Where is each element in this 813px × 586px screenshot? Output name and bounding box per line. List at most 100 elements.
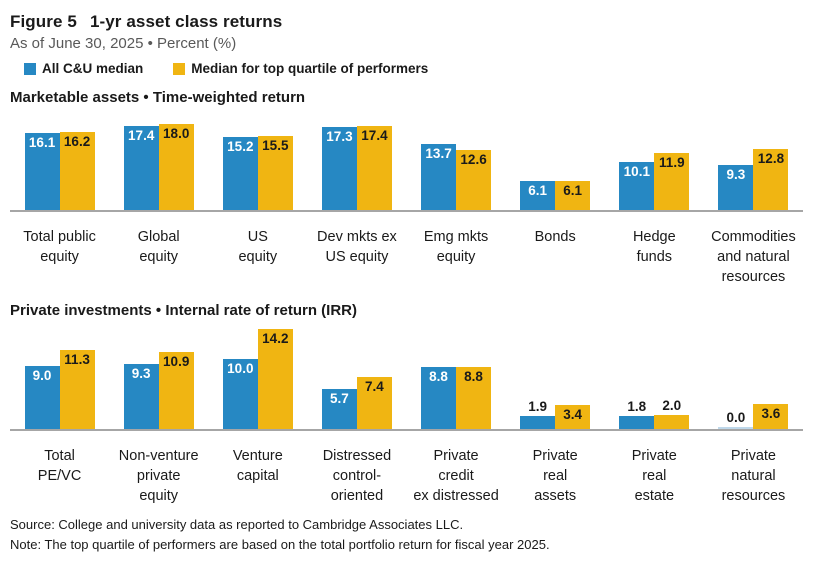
bar-group: 17.4 18.0	[109, 124, 208, 210]
bar-value-label: 6.1	[528, 183, 548, 198]
category-label: Private credit ex distressed	[413, 448, 499, 504]
section-title-private-investments: Private investments • Internal rate of r…	[10, 302, 357, 319]
barwrap: 13.7	[421, 144, 457, 210]
bar-top-quartile	[555, 181, 591, 210]
bar-value-label: 11.9	[659, 155, 685, 170]
barwrap: 8.8	[421, 367, 457, 429]
bar-group: 9.3 12.8	[704, 149, 803, 210]
footer-notes: Source: College and university data as r…	[10, 515, 803, 554]
category-axis-marketable-assets: Total public equity Global equity US equity De…	[10, 227, 803, 289]
barwrap: 3.4	[555, 405, 591, 429]
barwrap: 10.9	[158, 352, 194, 429]
source-note: Source: College and university data as r…	[10, 517, 464, 532]
bar-value-label: 5.7	[330, 391, 349, 406]
bar-value-label: 9.3	[726, 167, 746, 182]
bar-value-label: 17.4	[128, 128, 155, 143]
barwrap: 7.4	[356, 377, 392, 429]
barwrap: 6.1	[520, 181, 556, 210]
barwrap: 14.2	[257, 329, 293, 429]
bar-value-label: 10.0	[227, 361, 254, 376]
bar-value-label: 15.5	[262, 138, 289, 153]
barwrap: 16.2	[59, 132, 95, 210]
bar-group: 10.1 11.9	[605, 153, 704, 210]
bar-value-label: 7.4	[365, 379, 384, 394]
legend-label: All C&U median	[42, 61, 144, 76]
bar-value-label: 9.0	[32, 368, 52, 383]
barwrap: 17.4	[356, 126, 392, 210]
bar-top-quartile	[59, 350, 95, 429]
category-label: Total public equity	[23, 229, 96, 265]
bar-all-cu-median	[321, 127, 357, 210]
blue-square-swatch-icon	[24, 62, 36, 75]
bar-top-quartile	[753, 149, 789, 210]
bar-top-quartile	[158, 124, 194, 210]
bar-value-label: 6.1	[563, 183, 583, 198]
bar-group: 13.7 12.6	[407, 144, 506, 210]
bar-all-cu-median	[222, 137, 258, 210]
bar-value-label: 10.1	[623, 164, 650, 179]
bar-top-quartile	[456, 150, 492, 210]
bar-value-label: 2.0	[662, 398, 682, 413]
bar-group: 9.0 11.3	[10, 350, 109, 429]
barwrap: 3.6	[753, 404, 789, 429]
bar-all-cu-median	[718, 427, 754, 429]
section-title-marketable-assets: Marketable assets • Time-weighted return	[10, 89, 306, 106]
barwrap: 11.9	[654, 153, 690, 210]
barwrap: 18.0	[158, 124, 194, 210]
bar-top-quartile	[257, 136, 293, 210]
figure-title-text: 1-yr asset class returns	[89, 12, 283, 31]
category-label: Bonds	[534, 229, 576, 245]
bar-top-quartile	[753, 404, 789, 429]
bar-value-label: 18.0	[163, 126, 190, 141]
bar-value-label: 15.2	[227, 139, 254, 154]
bar-group: 17.3 17.4	[307, 126, 406, 210]
bar-value-label: 12.8	[757, 151, 785, 166]
barwrap: 6.1	[555, 181, 591, 210]
bar-group: 15.2 15.5	[208, 136, 307, 210]
methodology-note: Note: The top quartile of performers are…	[10, 536, 550, 552]
legend: All C&U median Median for top quartile o…	[10, 61, 803, 76]
bar-group: 8.8 8.8	[407, 367, 506, 429]
category-label: Total PE/VC	[37, 448, 82, 484]
category-label: Emg mkts equity	[423, 229, 489, 265]
barwrap: 9.0	[24, 366, 60, 429]
barwrap: 17.4	[123, 126, 159, 210]
bar-all-cu-median	[421, 144, 457, 210]
bar-group: 0.0 3.6	[704, 404, 803, 429]
subtitle: As of June 30, 2025 • Percent (%)	[10, 35, 237, 52]
barwrap: 12.8	[753, 149, 789, 210]
bar-all-cu-median	[123, 126, 159, 210]
bar-all-cu-median	[24, 366, 60, 429]
barwrap: 9.3	[718, 165, 754, 210]
bar-value-label: 16.1	[28, 135, 56, 150]
bar-group: 10.0 14.2	[208, 329, 307, 429]
bar-all-cu-median	[24, 133, 60, 210]
yellow-square-swatch-icon	[173, 62, 186, 75]
bar-value-label: 17.3	[326, 129, 353, 144]
bar-top-quartile	[654, 153, 690, 210]
bar-all-cu-median	[619, 162, 655, 210]
bar-top-quartile	[356, 377, 392, 429]
legend-item-all-cu-median: All C&U median	[24, 61, 143, 76]
bar-top-quartile	[257, 329, 293, 429]
bar-top-quartile	[456, 367, 492, 429]
barwrap: 10.1	[619, 162, 655, 210]
bar-group: 1.9 3.4	[506, 399, 605, 429]
bar-group: 5.7 7.4	[307, 377, 406, 429]
bar-chart-private-investments: 9.0 11.3 9.3 10.9 10.0 14.2 5.7 7.4 8.8 8.8 1.9 3.4…	[10, 327, 803, 431]
category-label: Distressed control-oriented	[322, 448, 392, 504]
bar-value-label: 9.3	[131, 366, 151, 381]
bar-chart-marketable-assets: 16.1 16.2 17.4 18.0 15.2 15.5 17.3 17.4 13.7 12.6…	[10, 114, 803, 212]
bar-value-label: 17.4	[361, 128, 388, 143]
bar-value-label: 14.2	[262, 331, 289, 346]
barwrap: 5.7	[321, 389, 357, 429]
bar-all-cu-median	[222, 359, 258, 429]
barwrap: 0.0	[718, 410, 754, 429]
bar-value-label: 8.8	[464, 369, 483, 384]
bar-all-cu-median	[321, 389, 357, 429]
bar-all-cu-median	[123, 364, 159, 429]
category-label: US equity	[238, 229, 278, 265]
bar-all-cu-median	[619, 416, 655, 429]
page-title: Figure 5 1-yr asset class returns	[10, 12, 803, 32]
